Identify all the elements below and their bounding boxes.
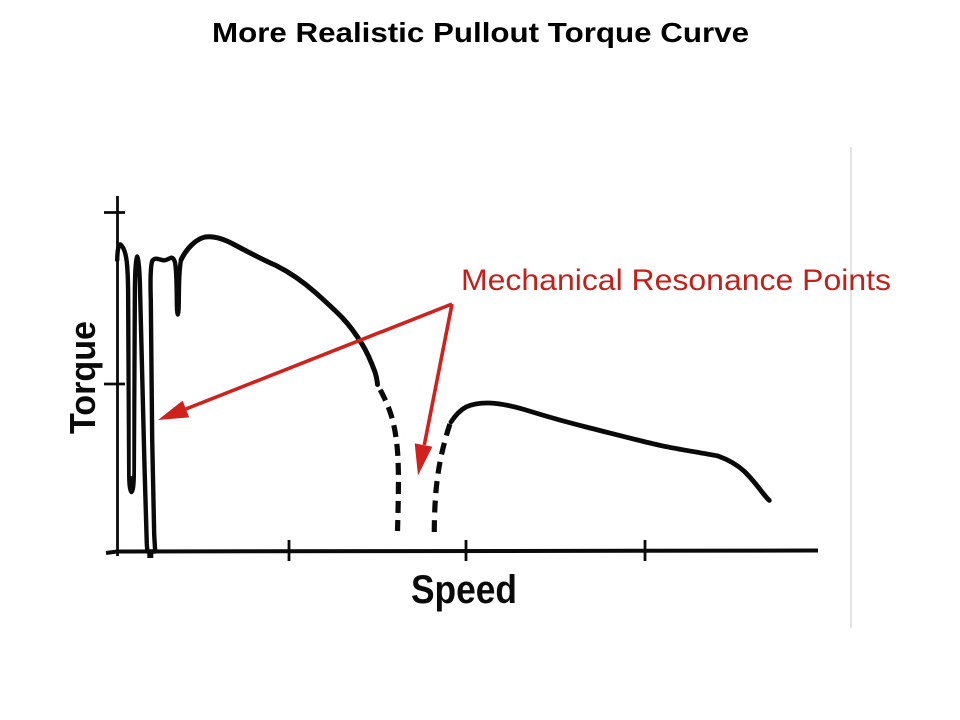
svg-text:Torque: Torque bbox=[62, 321, 103, 434]
svg-text:Speed: Speed bbox=[411, 568, 517, 612]
svg-text:More Realistic Pullout Torque: More Realistic Pullout Torque Curve bbox=[212, 17, 749, 48]
svg-text:Mechanical Resonance Points: Mechanical Resonance Points bbox=[461, 264, 891, 297]
